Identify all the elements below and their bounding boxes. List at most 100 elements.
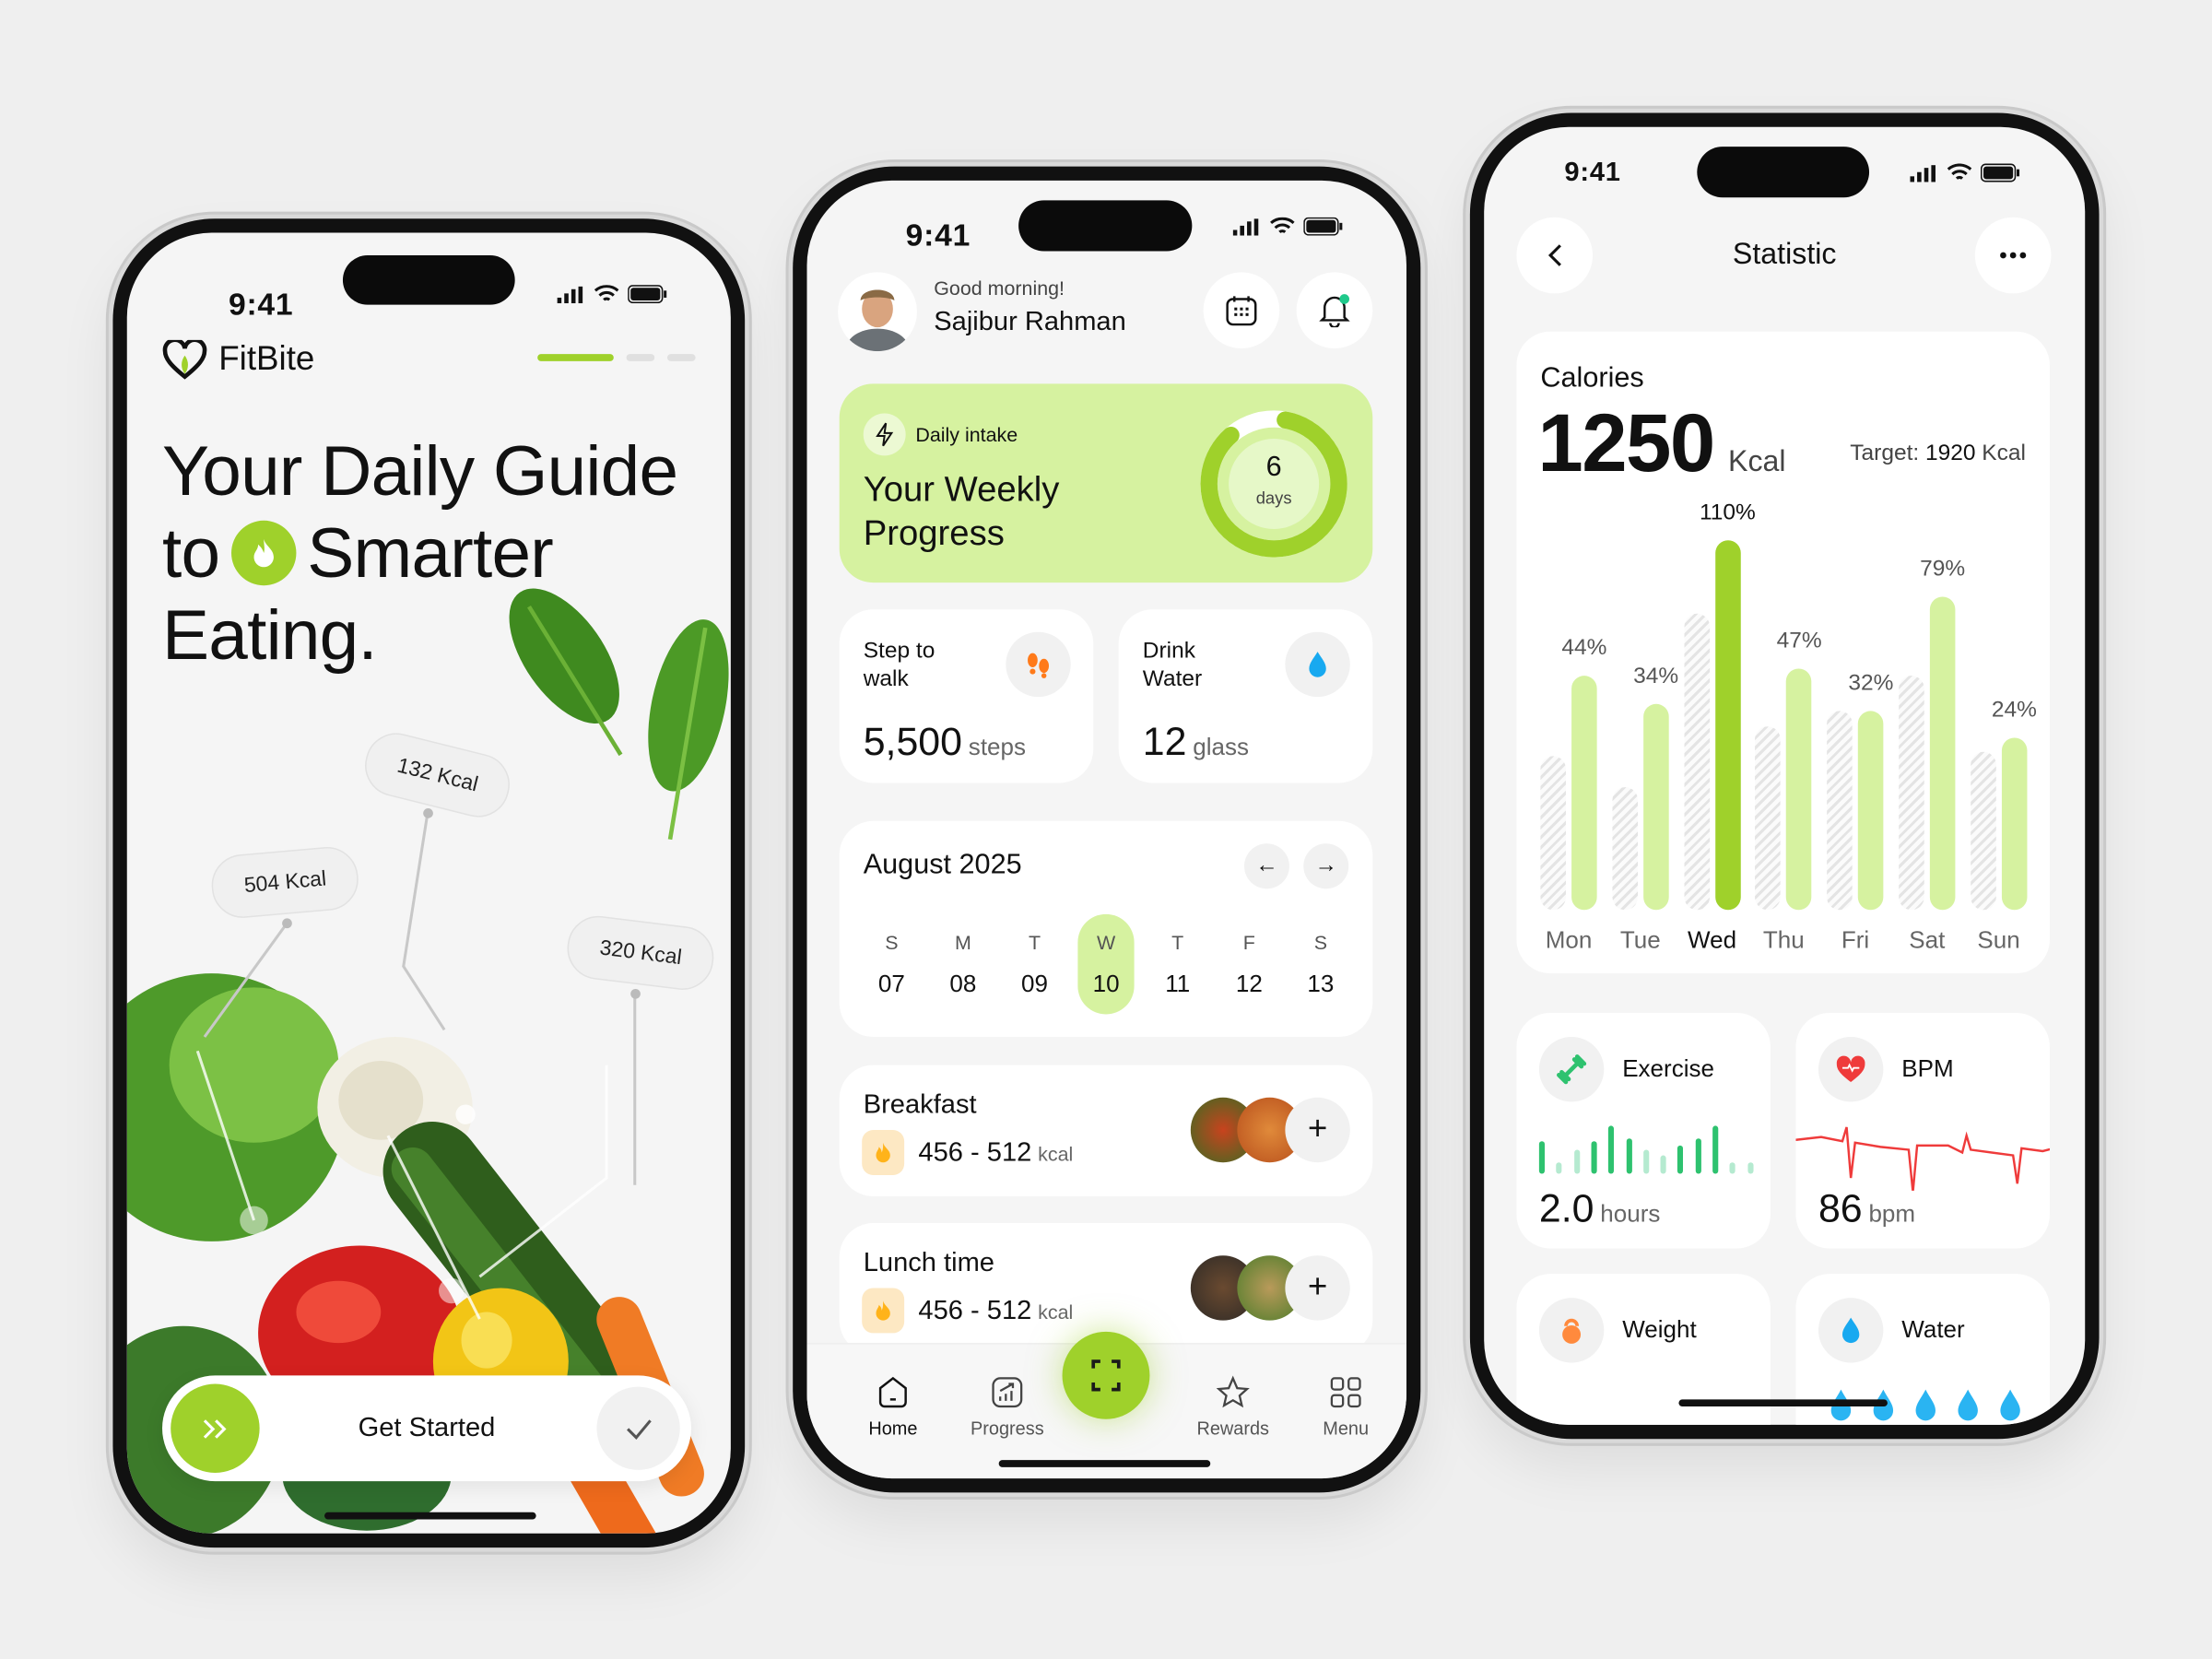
dynamic-island <box>342 255 515 305</box>
exercise-activity-bar <box>1729 1162 1736 1174</box>
day-number: 11 <box>1165 971 1191 998</box>
calendar-button[interactable] <box>1203 272 1280 349</box>
bolt-icon <box>863 413 906 456</box>
nav-home-label: Home <box>868 1418 918 1440</box>
intake-bar[interactable] <box>1714 540 1741 911</box>
nav-home[interactable]: Home <box>843 1375 942 1439</box>
calories-target: Target: 1920 Kcal <box>1850 441 2026 467</box>
callout-dot <box>282 918 292 929</box>
check-icon <box>626 1418 652 1440</box>
exercise-activity-bar <box>1677 1145 1684 1174</box>
day-axis-label: Mon <box>1545 926 1593 954</box>
bpm-card[interactable]: BPM 86 bpm <box>1795 1012 2050 1249</box>
status-time: 9:41 <box>228 286 294 322</box>
callout-dot <box>630 988 641 999</box>
weight-label: Weight <box>1622 1316 1697 1344</box>
intake-bar[interactable] <box>1571 676 1597 911</box>
signal-icon <box>557 285 583 303</box>
calendar-day[interactable]: F 12 <box>1221 931 1277 998</box>
signal-icon <box>1910 164 1936 182</box>
meal-card-breakfast[interactable]: Breakfast 456 - 512 kcal + <box>839 1065 1373 1196</box>
calendar-day[interactable]: T 11 <box>1149 931 1206 998</box>
flame-icon <box>862 1130 905 1175</box>
water-number: 12 <box>1142 719 1187 764</box>
star-icon <box>1216 1375 1250 1408</box>
get-started-slider[interactable]: Get Started <box>162 1375 691 1482</box>
scan-frame-icon <box>1091 1359 1121 1392</box>
get-started-label: Get Started <box>358 1413 496 1443</box>
slider-handle[interactable] <box>171 1383 260 1473</box>
intake-bar[interactable] <box>1929 596 1956 911</box>
avatar[interactable] <box>838 272 917 352</box>
more-options-button[interactable] <box>1974 217 2052 294</box>
reference-bar <box>1970 752 1996 911</box>
day-letter: M <box>954 931 971 954</box>
step-dot <box>666 354 696 361</box>
water-drop-icon <box>1818 1298 1884 1363</box>
user-name: Sajibur Rahman <box>934 307 1126 337</box>
ring-value: 6 <box>1265 451 1282 483</box>
add-meal-button[interactable]: + <box>1285 1097 1350 1163</box>
selected-day-highlight <box>1077 913 1135 1015</box>
intake-bar[interactable] <box>2001 736 2028 911</box>
wifi-icon <box>594 285 619 301</box>
status-icons <box>557 285 667 304</box>
signal-icon <box>1232 218 1259 235</box>
weekly-progress-card[interactable]: Daily intake Your Weekly Progress 6 days <box>839 383 1373 583</box>
dynamic-island <box>1018 200 1193 252</box>
home-screen: 9:41 Good morning! Sajibur Rahman Daily … <box>806 180 1407 1479</box>
calendar-day[interactable]: T 09 <box>1006 931 1063 998</box>
day-letter: T <box>1028 931 1041 954</box>
bar-value-label: 47% <box>1776 629 1822 653</box>
water-stat-label: Water <box>1901 1316 1965 1344</box>
water-drop-icon <box>1285 631 1350 698</box>
calendar-day[interactable]: W 10 <box>1078 931 1135 998</box>
day-letter: S <box>885 931 899 954</box>
calories-total: 1250 Kcal <box>1537 396 1785 491</box>
previous-week-button[interactable]: ← <box>1243 843 1289 889</box>
reference-bar <box>1827 710 1853 911</box>
exercise-label: Exercise <box>1622 1054 1714 1082</box>
intake-bar[interactable] <box>1786 668 1812 911</box>
back-button[interactable] <box>1516 217 1594 294</box>
day-number: 08 <box>949 971 977 998</box>
bar-value-label: 32% <box>1848 671 1894 696</box>
day-number: 12 <box>1235 971 1263 998</box>
notifications-button[interactable] <box>1296 272 1373 349</box>
day-letter: F <box>1242 931 1255 954</box>
meal-kcal: 456 - 512 kcal <box>918 1138 1073 1170</box>
nav-progress[interactable]: Progress <box>958 1375 1056 1439</box>
grid-icon <box>1330 1377 1361 1408</box>
exercise-activity-bar <box>1608 1125 1615 1174</box>
confirm-button[interactable] <box>596 1386 680 1470</box>
day-axis-label: Sun <box>1977 926 2020 954</box>
exercise-card[interactable]: Exercise 2.0 hours <box>1516 1012 1771 1249</box>
status-icons <box>1910 163 2020 182</box>
intake-bar[interactable] <box>1858 710 1884 911</box>
calendar-day[interactable]: S 13 <box>1292 931 1348 998</box>
more-horizontal-icon <box>2000 252 2027 259</box>
meal-name: Lunch time <box>863 1248 995 1278</box>
water-title-line-2: Water <box>1142 666 1203 691</box>
headline-line-2b: Smarter <box>307 513 554 593</box>
nav-menu[interactable]: Menu <box>1297 1375 1395 1439</box>
meal-kcal-unit: kcal <box>1038 1142 1074 1166</box>
steps-title: Step to walk <box>864 638 935 694</box>
meal-name: Breakfast <box>863 1090 977 1121</box>
calendar-day[interactable]: S 07 <box>864 931 920 998</box>
reference-bar <box>1540 756 1566 911</box>
scan-button[interactable] <box>1062 1331 1150 1419</box>
steps-card[interactable]: Step to walk 5,500 steps <box>839 609 1094 783</box>
ring-unit: days <box>1255 488 1292 509</box>
day-letter: S <box>1313 931 1328 954</box>
double-chevron-right-icon <box>203 1418 226 1438</box>
intake-bar[interactable] <box>1642 704 1669 911</box>
water-card[interactable]: Drink Water 12 glass <box>1118 609 1373 783</box>
add-meal-button[interactable]: + <box>1285 1255 1350 1321</box>
target-unit: Kcal <box>1982 441 2026 466</box>
next-week-button[interactable]: → <box>1303 843 1349 889</box>
dynamic-island <box>1697 147 1870 198</box>
nav-rewards[interactable]: Rewards <box>1183 1375 1282 1439</box>
reference-bar <box>1612 787 1638 911</box>
calendar-day[interactable]: M 08 <box>935 931 991 998</box>
